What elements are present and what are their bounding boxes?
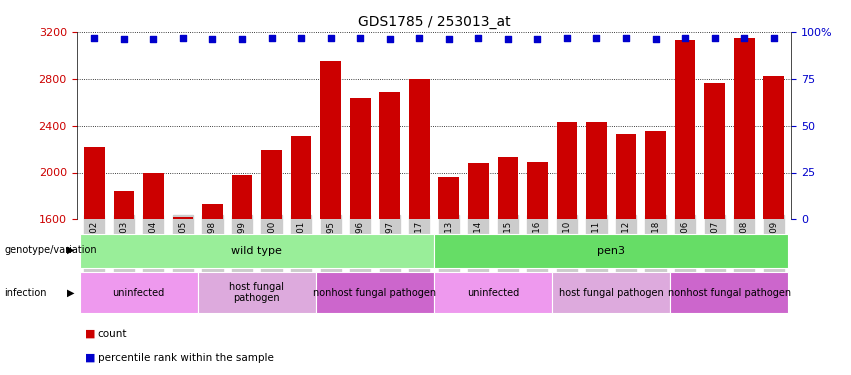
Point [413,34,426,40]
Text: host fungal pathogen: host fungal pathogen [559,288,664,297]
Point [442,36,455,42]
Bar [173,217,193,219]
Bar [380,92,400,219]
Point [353,34,367,40]
Bar [231,175,253,219]
Bar [705,84,725,219]
Bar [552,272,671,313]
Bar [79,234,434,268]
Text: uninfected: uninfected [467,288,519,297]
Text: ▶: ▶ [67,245,75,255]
Point [383,36,397,42]
Title: GDS1785 / 253013_at: GDS1785 / 253013_at [357,15,511,30]
Bar [675,40,695,219]
Point [265,34,278,40]
Point [590,34,603,40]
Point [767,34,780,40]
Point [88,34,101,40]
Point [324,34,338,40]
Bar [203,204,223,219]
Text: ▶: ▶ [67,288,75,297]
Point [708,34,722,40]
Bar [316,272,434,313]
Text: infection: infection [4,288,47,297]
Bar [434,272,552,313]
Bar [645,132,665,219]
Bar [615,134,637,219]
Bar [468,163,488,219]
Point [117,36,131,42]
Point [648,36,662,42]
Point [471,34,485,40]
Text: genotype/variation: genotype/variation [4,245,97,255]
Point [620,34,633,40]
Bar [320,61,341,219]
Point [560,34,574,40]
Point [530,36,544,42]
Text: nonhost fungal pathogen: nonhost fungal pathogen [313,288,437,297]
Bar [113,191,134,219]
Point [146,36,160,42]
Bar [84,147,105,219]
Bar [434,234,789,268]
Bar [79,272,197,313]
Text: nonhost fungal pathogen: nonhost fungal pathogen [668,288,791,297]
Text: pen3: pen3 [597,246,625,256]
Text: wild type: wild type [231,246,283,256]
Bar [291,136,311,219]
Bar [197,272,316,313]
Text: host fungal
pathogen: host fungal pathogen [229,282,284,303]
Text: uninfected: uninfected [112,288,165,297]
Bar [734,38,755,219]
Point [294,34,308,40]
Point [176,34,190,40]
Bar [527,162,548,219]
Point [501,36,515,42]
Bar [261,150,282,219]
Point [206,36,220,42]
Bar [671,272,789,313]
Bar [408,79,430,219]
Point [235,36,248,42]
Bar [143,172,163,219]
Text: ■: ■ [85,353,95,363]
Bar [557,122,577,219]
Text: count: count [98,329,128,339]
Bar [763,76,784,219]
Point [737,34,751,40]
Text: percentile rank within the sample: percentile rank within the sample [98,353,274,363]
Text: ■: ■ [85,329,95,339]
Bar [586,122,607,219]
Bar [438,177,460,219]
Bar [498,157,518,219]
Bar [350,98,370,219]
Point [678,34,692,40]
